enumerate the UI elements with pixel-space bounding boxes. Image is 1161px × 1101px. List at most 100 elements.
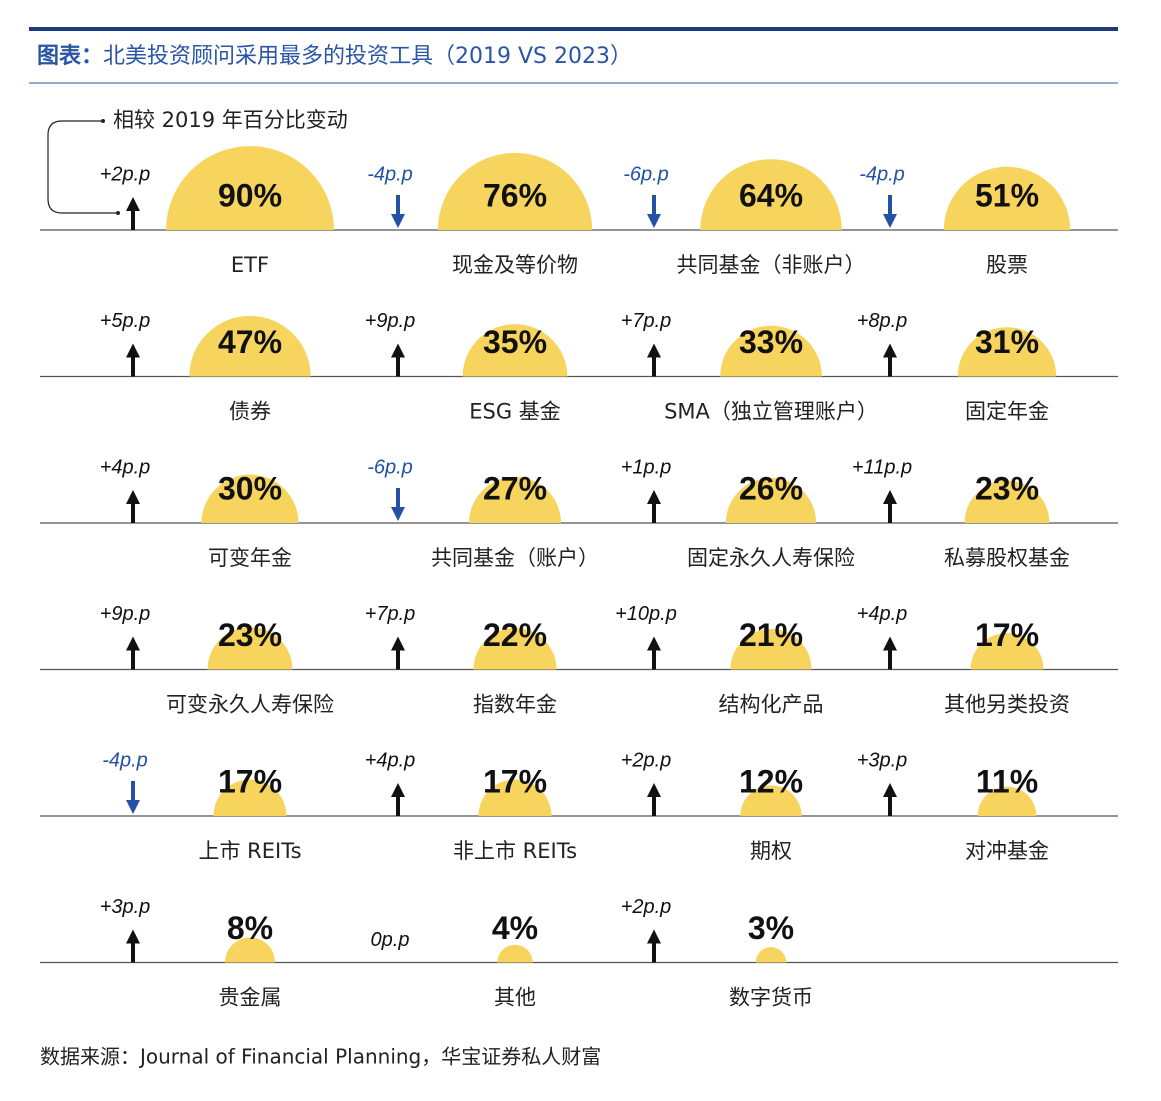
change-label: +10p.p bbox=[615, 603, 677, 625]
category-label: 贵金属 bbox=[219, 986, 282, 1010]
semicircle bbox=[473, 627, 557, 670]
note-bracket bbox=[47, 120, 118, 214]
semicircle bbox=[207, 627, 293, 670]
value-label: 76% bbox=[483, 177, 547, 213]
up-arrow bbox=[647, 343, 661, 377]
semicircle bbox=[943, 166, 1071, 230]
semicircle bbox=[730, 628, 812, 670]
value-label: 51% bbox=[975, 177, 1039, 213]
category-label: 共同基金（账户） bbox=[431, 546, 599, 570]
change-label: -4p.p bbox=[102, 749, 148, 771]
category-label: 固定永久人寿保险 bbox=[687, 546, 855, 570]
category-label: 可变年金 bbox=[208, 546, 292, 570]
down-arrow bbox=[391, 195, 405, 228]
value-label: 4% bbox=[492, 910, 538, 946]
category-label: 债券 bbox=[229, 400, 271, 424]
change-label: -4p.p bbox=[859, 163, 905, 185]
up-arrow bbox=[647, 490, 661, 523]
value-label: 33% bbox=[739, 324, 803, 360]
down-arrow bbox=[647, 195, 661, 228]
up-arrow bbox=[126, 197, 140, 230]
change-label: 0p.p bbox=[371, 929, 410, 951]
title-prefix: 图表： bbox=[37, 44, 103, 69]
category-label: 对冲基金 bbox=[965, 839, 1049, 863]
change-label: -6p.p bbox=[623, 163, 669, 185]
value-label: 47% bbox=[218, 324, 282, 360]
change-label: +4p.p bbox=[365, 749, 416, 771]
value-label: 21% bbox=[739, 617, 803, 653]
category-label: 数字货币 bbox=[729, 986, 813, 1010]
semicircle bbox=[720, 325, 822, 377]
change-label: -4p.p bbox=[367, 163, 413, 185]
marks: 90% ETF +2p.p 76% 现金及等价物 -4p.p 64% 共同基金（非账户） -6p… bbox=[40, 146, 1118, 1010]
up-arrow bbox=[883, 783, 897, 816]
category-label: 期权 bbox=[750, 839, 792, 863]
up-arrow bbox=[883, 636, 897, 670]
change-label: +3p.p bbox=[857, 749, 908, 771]
category-label: 结构化产品 bbox=[719, 693, 824, 717]
down-arrow bbox=[391, 488, 405, 521]
down-arrow bbox=[126, 781, 140, 814]
value-label: 17% bbox=[483, 763, 547, 799]
semicircle bbox=[166, 146, 334, 230]
semicircle bbox=[224, 937, 276, 963]
value-label: 17% bbox=[975, 617, 1039, 653]
up-arrow bbox=[883, 490, 897, 523]
note-dot bbox=[101, 119, 105, 123]
category-label: 固定年金 bbox=[965, 400, 1049, 424]
category-label: 其他 bbox=[494, 986, 536, 1010]
note-dot bbox=[116, 211, 120, 215]
category-label: 共同基金（非账户） bbox=[677, 253, 866, 277]
category-label: 现金及等价物 bbox=[452, 253, 578, 277]
semicircle bbox=[469, 477, 561, 523]
change-label: +4p.p bbox=[857, 603, 908, 625]
up-arrow bbox=[647, 783, 661, 816]
category-label: 私募股权基金 bbox=[944, 546, 1070, 570]
up-arrow bbox=[126, 490, 140, 523]
semicircle bbox=[201, 474, 299, 523]
value-label: 64% bbox=[739, 177, 803, 213]
change-label: +9p.p bbox=[365, 310, 416, 332]
up-arrow bbox=[126, 636, 140, 670]
category-label: ETF bbox=[231, 253, 269, 277]
value-label: 12% bbox=[739, 763, 803, 799]
value-label: 30% bbox=[218, 470, 282, 506]
up-arrow bbox=[391, 636, 405, 670]
semicircle bbox=[957, 327, 1057, 377]
up-arrow bbox=[647, 929, 661, 963]
value-label: 11% bbox=[976, 763, 1038, 799]
semicircle bbox=[964, 480, 1050, 523]
up-arrow bbox=[126, 929, 140, 963]
change-label: +3p.p bbox=[100, 896, 151, 918]
category-label: ESG 基金 bbox=[469, 400, 561, 424]
semicircle bbox=[189, 315, 311, 377]
semicircle bbox=[213, 779, 287, 816]
semicircle bbox=[700, 159, 842, 230]
semicircle bbox=[462, 324, 568, 377]
chart-title: 图表：北美投资顾问采用最多的投资工具（2019 VS 2023） bbox=[37, 44, 632, 69]
change-label: +2p.p bbox=[100, 163, 151, 185]
value-label: 27% bbox=[483, 470, 547, 506]
semicircle bbox=[977, 786, 1037, 816]
value-label: 8% bbox=[227, 910, 273, 946]
semicircle bbox=[755, 947, 787, 963]
value-label: 90% bbox=[218, 177, 282, 213]
up-arrow bbox=[647, 636, 661, 670]
change-label: +5p.p bbox=[100, 310, 151, 332]
value-label: 23% bbox=[218, 617, 282, 653]
change-label: +9p.p bbox=[100, 603, 151, 625]
title-text: 北美投资顾问采用最多的投资工具（2019 VS 2023） bbox=[103, 44, 632, 69]
source: 数据来源：Journal of Financial Planning，华宝证券私… bbox=[40, 1045, 601, 1069]
value-label: 22% bbox=[483, 617, 547, 653]
value-label: 23% bbox=[975, 470, 1039, 506]
category-label: 可变永久人寿保险 bbox=[166, 693, 334, 717]
category-label: 上市 REITs bbox=[198, 839, 301, 863]
change-label: +7p.p bbox=[621, 310, 672, 332]
semicircle bbox=[497, 944, 533, 963]
change-label: +2p.p bbox=[621, 896, 672, 918]
category-label: 非上市 REITs bbox=[453, 839, 577, 863]
semicircle bbox=[437, 152, 593, 230]
value-label: 26% bbox=[739, 470, 803, 506]
category-label: 其他另类投资 bbox=[944, 693, 1070, 717]
down-arrow bbox=[883, 195, 897, 228]
